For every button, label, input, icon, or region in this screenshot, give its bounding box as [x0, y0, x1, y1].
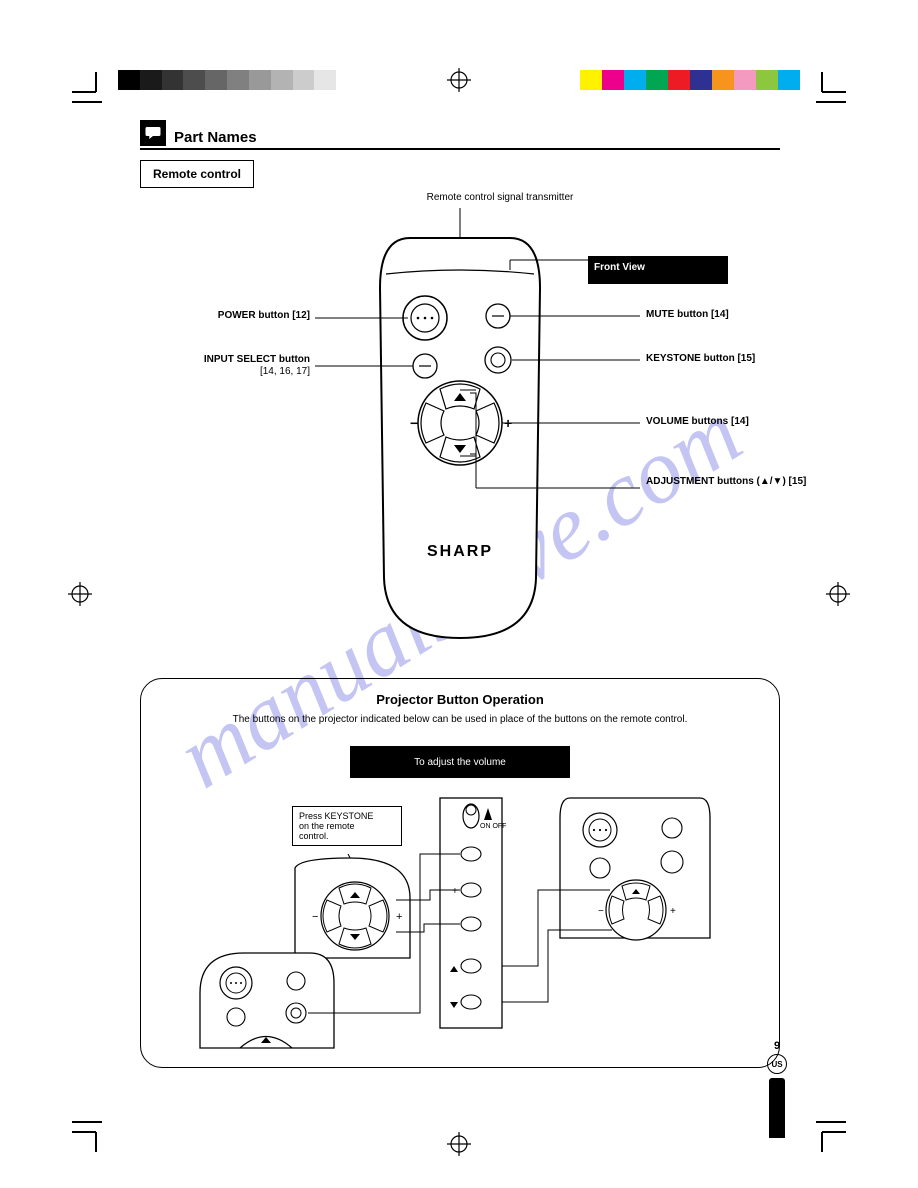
sharp-logo: SHARP: [427, 543, 493, 560]
page-number: 9: [756, 1040, 798, 1052]
adjustment-buttons-label: ADJUSTMENT buttons (▲/▼) [15]: [646, 476, 846, 488]
speech-bubble-icon: [140, 120, 166, 146]
section-header: Part Names: [140, 120, 780, 150]
volume-buttons-label: VOLUME buttons [14]: [646, 416, 826, 428]
svg-text:−: −: [410, 415, 418, 431]
mute-button-label: MUTE button [14]: [646, 309, 806, 321]
svg-text:+: +: [452, 886, 458, 897]
power-button-label: POWER button [12]: [170, 310, 310, 322]
reg-mark-bottom: [447, 1132, 471, 1156]
remote-diagram: Remote control signal transmitter: [140, 198, 780, 658]
front-view-label: Front View: [594, 262, 722, 274]
svg-text:+: +: [670, 906, 676, 917]
svg-text:+: +: [396, 911, 402, 923]
remote-control-label-box: Remote control: [140, 160, 254, 188]
thumb-tab: [769, 1078, 785, 1138]
page-footer: 9 US: [756, 1040, 798, 1138]
reg-mark-top: [447, 68, 471, 92]
svg-text:−: −: [312, 911, 318, 923]
color-colorbar: [580, 70, 800, 90]
svg-text:−: −: [598, 906, 604, 917]
input-select-label: INPUT SELECT button[14, 16, 17]: [150, 354, 310, 378]
keystone-button-label: KEYSTONE button [15]: [646, 353, 826, 365]
reg-mark-left: [68, 582, 92, 606]
svg-text:ON OFF: ON OFF: [480, 823, 506, 830]
reg-mark-right: [826, 582, 850, 606]
us-badge: US: [767, 1054, 787, 1074]
gray-colorbar: [118, 70, 358, 90]
section-title: Part Names: [174, 129, 257, 146]
projector-button-panel: Projector Button Operation The buttons o…: [140, 678, 780, 1068]
